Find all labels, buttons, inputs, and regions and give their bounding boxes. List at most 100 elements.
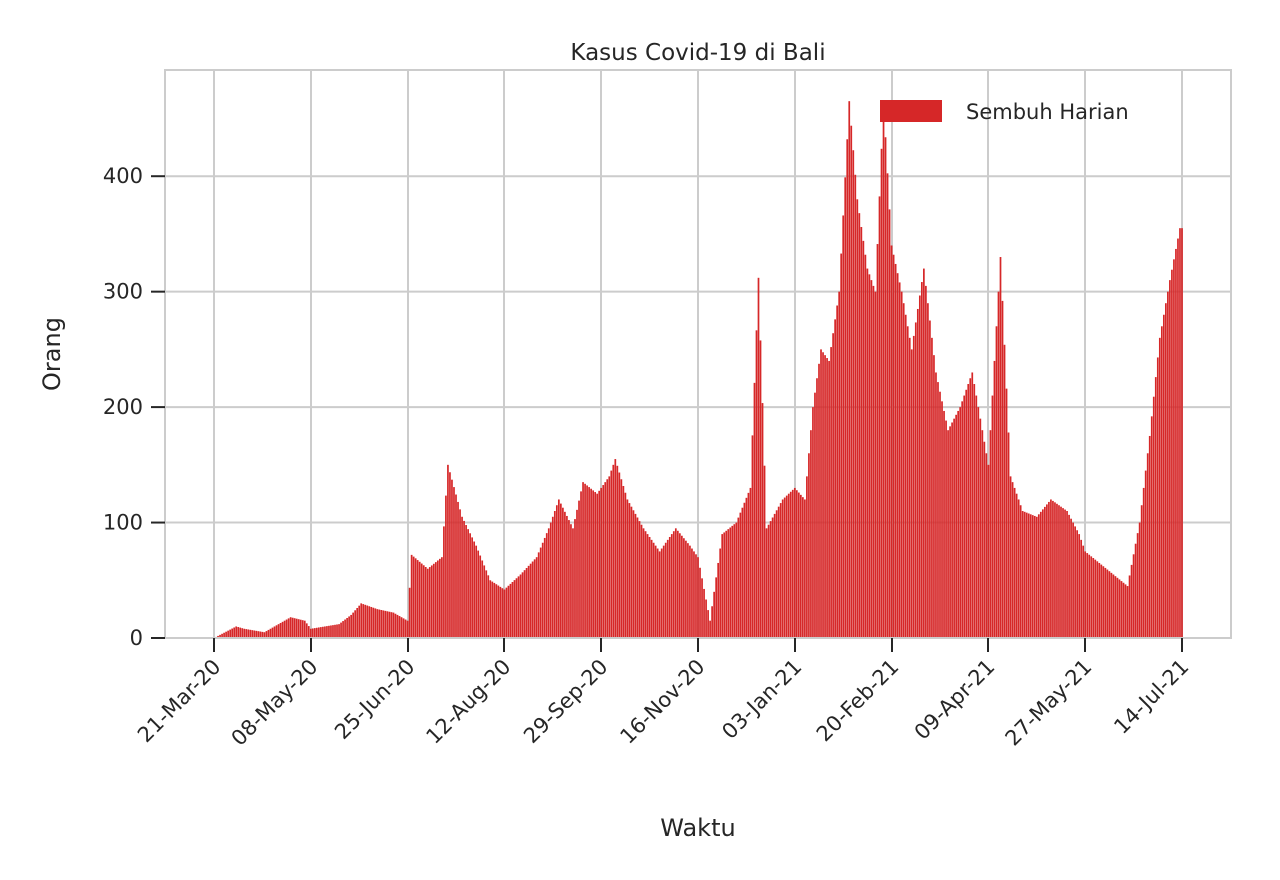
x-tick-label: 16-Nov-20 — [615, 655, 709, 749]
bar — [243, 628, 246, 638]
bar — [570, 524, 572, 638]
bar — [785, 495, 788, 638]
bar — [693, 551, 695, 638]
bar — [376, 609, 379, 638]
bar — [600, 487, 603, 638]
bar — [670, 534, 673, 638]
bar — [445, 495, 447, 638]
bar — [630, 506, 633, 638]
legend: Sembuh Harian — [880, 100, 1129, 124]
bar — [223, 632, 225, 638]
bar — [1173, 259, 1175, 638]
bar — [283, 620, 286, 638]
bar — [293, 618, 296, 638]
x-tick-label: 12-Aug-20 — [421, 655, 515, 749]
bar — [852, 150, 855, 638]
bar — [475, 545, 478, 638]
bar — [434, 562, 437, 638]
bar — [451, 479, 453, 638]
bar — [1160, 326, 1163, 638]
y-axis-label: Orang — [38, 317, 66, 391]
bar — [1015, 493, 1018, 638]
bar — [1156, 357, 1159, 638]
bar — [1120, 581, 1123, 638]
bar — [896, 273, 899, 638]
bar — [479, 555, 482, 638]
bar — [1110, 572, 1113, 638]
bar — [396, 614, 399, 638]
bar — [1062, 508, 1064, 638]
bar — [610, 470, 613, 638]
bar — [834, 319, 836, 638]
bar — [987, 464, 990, 638]
bar — [713, 591, 715, 638]
bar — [858, 213, 861, 638]
bar — [816, 378, 818, 638]
bar — [273, 626, 276, 638]
bar — [848, 101, 851, 639]
bar — [372, 607, 375, 638]
bar — [965, 389, 968, 638]
bar — [872, 285, 875, 638]
x-axis: 21-Mar-20 08-May-20 25-Jun-20 12-Aug-20 29-S… — [133, 638, 1194, 750]
bar — [245, 629, 248, 638]
bar — [406, 620, 409, 638]
bar — [674, 528, 677, 638]
bar — [979, 418, 982, 638]
bar — [765, 528, 768, 638]
legend-label: Sembuh Harian — [966, 100, 1129, 124]
bar — [920, 282, 923, 638]
bar — [326, 626, 328, 638]
bar — [969, 378, 972, 638]
bar — [416, 560, 419, 638]
bar — [549, 522, 552, 638]
bar — [951, 422, 953, 638]
bar — [822, 352, 824, 638]
bar — [547, 528, 550, 638]
bar — [636, 517, 639, 638]
bar — [586, 485, 588, 638]
bar — [525, 568, 528, 638]
bar — [578, 500, 580, 638]
bar — [334, 624, 336, 638]
bar — [929, 320, 931, 638]
bar — [382, 610, 385, 638]
bar — [1167, 291, 1169, 638]
bars-layer — [215, 101, 1183, 639]
bar — [850, 125, 853, 639]
bar — [497, 585, 500, 638]
bar — [463, 520, 465, 638]
bar — [1148, 435, 1151, 638]
bar — [299, 619, 302, 638]
bar — [977, 407, 980, 638]
bar — [787, 493, 790, 638]
bar — [1027, 513, 1030, 638]
bar — [459, 509, 461, 638]
bar — [721, 534, 724, 638]
bar — [471, 537, 473, 638]
bar — [1122, 582, 1125, 638]
bar — [735, 522, 738, 638]
bar — [265, 631, 268, 638]
bar — [1080, 539, 1083, 638]
bar — [777, 506, 780, 638]
bar — [364, 604, 367, 638]
bar — [749, 487, 752, 638]
bar — [755, 330, 758, 638]
bar — [844, 177, 847, 639]
bar — [221, 633, 223, 638]
x-axis-label: Waktu — [660, 814, 735, 842]
bar — [662, 545, 665, 638]
bar — [342, 621, 344, 638]
bar — [590, 488, 592, 638]
bar — [1041, 509, 1044, 638]
bar — [430, 565, 433, 638]
bar — [1007, 432, 1010, 638]
bar — [477, 550, 480, 638]
bar — [227, 630, 229, 638]
bar — [773, 513, 776, 638]
bar — [804, 499, 806, 638]
bar — [973, 384, 976, 638]
bar — [588, 487, 590, 638]
bar — [465, 525, 467, 638]
